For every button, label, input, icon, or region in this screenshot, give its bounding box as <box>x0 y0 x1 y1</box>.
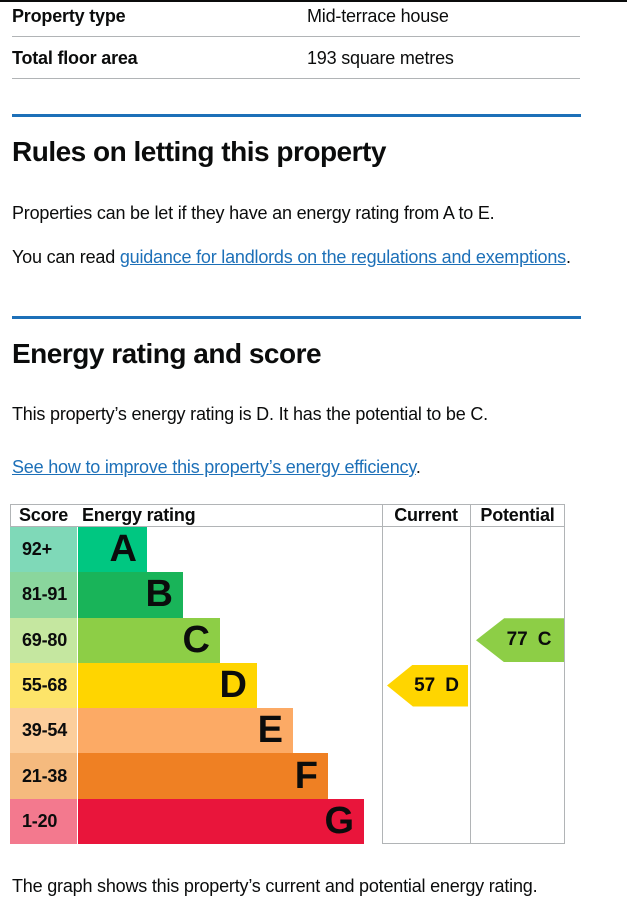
score-cell: 69-80 <box>10 617 77 663</box>
score-cell: 92+ <box>10 527 77 573</box>
chart-header-score: Score <box>18 505 69 525</box>
property-summary-table: Property type Mid-terrace house Total floo… <box>12 2 580 79</box>
arrow-band: D <box>445 674 459 696</box>
rating-body: This property’s energy rating is D. It h… <box>12 404 488 424</box>
band-row-c: 69-80 C <box>10 617 382 663</box>
property-value: 193 square metres <box>307 48 454 68</box>
rating-bar: G <box>78 798 364 844</box>
band-row-f: 21-38 F <box>10 753 382 799</box>
arrow-band: C <box>537 629 552 651</box>
letting-heading: Rules on letting this property <box>12 136 386 167</box>
chart-current-divider <box>382 504 383 844</box>
arrow-score: 77 <box>506 629 528 651</box>
band-row-b: 81-91 B <box>10 572 382 618</box>
chart-header-current: Current <box>394 505 458 525</box>
score-cell: 81-91 <box>10 572 77 618</box>
rating-bar: A <box>78 527 147 573</box>
chart-header-rating: Energy rating <box>82 505 196 525</box>
property-label: Property type <box>12 6 126 26</box>
property-value: Mid-terrace house <box>307 6 449 26</box>
improve-text: See how to improve this property’s energ… <box>12 455 627 480</box>
chart-right-border <box>564 504 565 844</box>
epc-chart: Score Energy rating Current Potential 92… <box>10 504 565 844</box>
chart-header-border <box>10 526 565 527</box>
section-break <box>12 316 581 319</box>
letting-read-text: You can read guidance for landlords on t… <box>12 245 627 270</box>
rating-bar: E <box>78 708 293 754</box>
chart-potential-divider <box>470 504 471 844</box>
chart-bottom-border <box>382 843 565 844</box>
chart-band-rows: 92+ A 81-91 B 69-80 C 55-68 D 39-54 E 21-38 F 1-20 G <box>10 527 382 844</box>
score-cell: 21-38 <box>10 753 77 799</box>
score-cell: 39-54 <box>10 708 77 754</box>
rating-bar: D <box>78 662 257 709</box>
rating-bar: F <box>78 753 328 799</box>
potential-rating-arrow: 77 C <box>476 618 564 663</box>
read-prefix: You can read <box>12 247 120 267</box>
rating-bar: C <box>78 617 220 663</box>
section-break <box>12 114 581 117</box>
improve-efficiency-link[interactable]: See how to improve this property’s energ… <box>12 457 416 477</box>
band-row-a: 92+ A <box>10 527 382 573</box>
letting-body: Properties can be let if they have an en… <box>12 203 495 223</box>
score-cell: 1-20 <box>10 798 77 844</box>
rating-bar: B <box>78 572 183 618</box>
current-rating-arrow: 57 D <box>387 664 468 707</box>
property-row: Total floor area 193 square metres <box>12 37 580 79</box>
landlords-guidance-link[interactable]: guidance for landlords on the regulation… <box>119 247 566 267</box>
property-label: Total floor area <box>12 48 138 68</box>
band-row-g: 1-20 G <box>10 798 382 844</box>
score-cell: 55-68 <box>10 662 77 709</box>
property-row: Property type Mid-terrace house <box>12 2 580 37</box>
arrow-score: 57 <box>414 674 436 696</box>
rating-heading: Energy rating and score <box>12 338 322 369</box>
chart-caption: The graph shows this property’s current … <box>12 876 538 896</box>
band-row-e: 39-54 E <box>10 708 382 754</box>
chart-top-border <box>10 504 565 505</box>
band-row-d: 55-68 D <box>10 662 382 709</box>
read-suffix: . <box>565 247 571 267</box>
improve-suffix: . <box>415 457 421 477</box>
chart-header-potential: Potential <box>480 505 555 525</box>
